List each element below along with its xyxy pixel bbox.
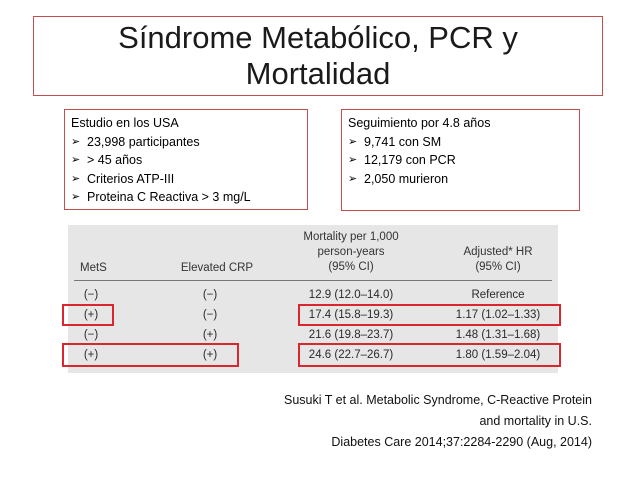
list-item: ➢ Proteina C Reactiva > 3 mg/L: [71, 188, 301, 207]
header-mortality-line-2: person-years: [317, 246, 385, 258]
header-hr-line-2: (95% CI): [475, 261, 521, 273]
arrow-bullet-icon: ➢: [71, 191, 81, 203]
citation-line-3: Diabetes Care 2014;37:2284-2290 (Aug, 20…: [331, 435, 592, 449]
arrow-bullet-icon: ➢: [71, 154, 81, 166]
table-row: (−) (−) 12.9 (12.0–14.0) Reference: [68, 285, 558, 305]
highlight-mets-positive-row-2: [62, 304, 114, 326]
header-mortality: Mortality per 1,000 person-years (95% CI…: [291, 230, 411, 275]
header-mets: MetS: [80, 262, 107, 274]
arrow-bullet-icon: ➢: [348, 135, 358, 148]
cell-mets: (+): [83, 309, 99, 321]
cell-mets: (−): [83, 329, 99, 341]
cell-hr: 1.17 (1.02–1.33): [455, 309, 541, 321]
list-item-text: 2,050 murieron: [364, 171, 449, 186]
cell-hr: 1.80 (1.59–2.04): [455, 349, 541, 361]
list-item: ➢ > 45 años: [71, 151, 301, 170]
arrow-bullet-icon: ➢: [348, 154, 358, 166]
cell-hr: 1.48 (1.31–1.68): [455, 329, 541, 341]
citation: Susuki T et al. Metabolic Syndrome, C-Re…: [284, 390, 592, 453]
citation-line-2: and mortality in U.S.: [479, 414, 592, 428]
study-info-list: ➢ 23,998 participantes ➢ > 45 años ➢ Criter…: [71, 133, 301, 207]
table-row: (+) (+) 24.6 (22.7–26.7) 1.80 (1.59–2.04…: [68, 345, 558, 365]
list-item: ➢ 9,741 con SM: [348, 133, 573, 152]
header-hr-line-1: Adjusted* HR: [463, 246, 533, 258]
cell-mets: (−): [83, 289, 99, 301]
highlight-mets-crp-row-4: [62, 343, 239, 367]
cell-mortality: 17.4 (15.8–19.3): [308, 309, 394, 321]
list-item: ➢ 12,179 con PCR: [348, 151, 573, 170]
header-elevated-crp: Elevated CRP: [180, 262, 254, 274]
arrow-bullet-icon: ➢: [71, 135, 81, 148]
citation-line-1: Susuki T et al. Metabolic Syndrome, C-Re…: [283, 393, 592, 407]
cell-mets: (+): [83, 349, 99, 361]
list-item-text: > 45 años: [87, 153, 143, 167]
header-divider: [74, 280, 552, 281]
list-item-text: 23,998 participantes: [87, 134, 200, 149]
cell-mortality: 21.6 (19.8–23.7): [308, 329, 394, 341]
table-row: (+) (−) 17.4 (15.8–19.3) 1.17 (1.02–1.33…: [68, 305, 558, 325]
cell-crp: (+): [202, 349, 218, 361]
cell-crp: (+): [202, 329, 218, 341]
study-info-heading: Estudio en los USA: [71, 116, 179, 130]
slide-title-line-2: Mortalidad: [245, 56, 391, 91]
list-item-text: 12,179 con PCR: [364, 153, 456, 167]
cell-crp: (−): [202, 309, 218, 321]
followup-info-box: Seguimiento por 4.8 años ➢ 9,741 con SM ➢…: [341, 109, 580, 211]
study-results-table: MetS Elevated CRP Mortality per 1,000 pe…: [68, 225, 558, 373]
followup-info-heading: Seguimiento por 4.8 años: [348, 116, 491, 130]
list-item-text: Proteina C Reactiva > 3 mg/L: [87, 190, 251, 204]
cell-crp: (−): [202, 289, 218, 301]
list-item: ➢ 2,050 murieron: [348, 170, 573, 189]
followup-info-list: ➢ 9,741 con SM ➢ 12,179 con PCR ➢ 2,050 mur…: [348, 133, 573, 189]
cell-mortality: 24.6 (22.7–26.7): [308, 349, 394, 361]
table-row: (−) (+) 21.6 (19.8–23.7) 1.48 (1.31–1.68…: [68, 325, 558, 345]
arrow-bullet-icon: ➢: [348, 172, 358, 185]
cell-mortality: 12.9 (12.0–14.0): [308, 289, 394, 301]
header-mortality-line-1: Mortality per 1,000: [303, 231, 399, 243]
study-info-box: Estudio en los USA ➢ 23,998 participantes…: [64, 109, 308, 210]
header-adjusted-hr: Adjusted* HR (95% CI): [448, 245, 548, 275]
highlight-results-row-2: [298, 304, 561, 326]
list-item-text: 9,741 con SM: [364, 134, 442, 149]
highlight-results-row-4: [298, 343, 561, 367]
arrow-bullet-icon: ➢: [71, 172, 81, 185]
list-item-text: Criterios ATP-III: [87, 171, 175, 186]
header-mortality-line-3: (95% CI): [328, 261, 374, 273]
list-item: ➢ 23,998 participantes: [71, 133, 301, 152]
cell-hr: Reference: [471, 289, 525, 301]
slide-title-box: Síndrome Metabólico, PCR y Mortalidad: [33, 16, 603, 96]
list-item: ➢ Criterios ATP-III: [71, 170, 301, 189]
slide-title-line-1: Síndrome Metabólico, PCR y: [118, 20, 518, 55]
